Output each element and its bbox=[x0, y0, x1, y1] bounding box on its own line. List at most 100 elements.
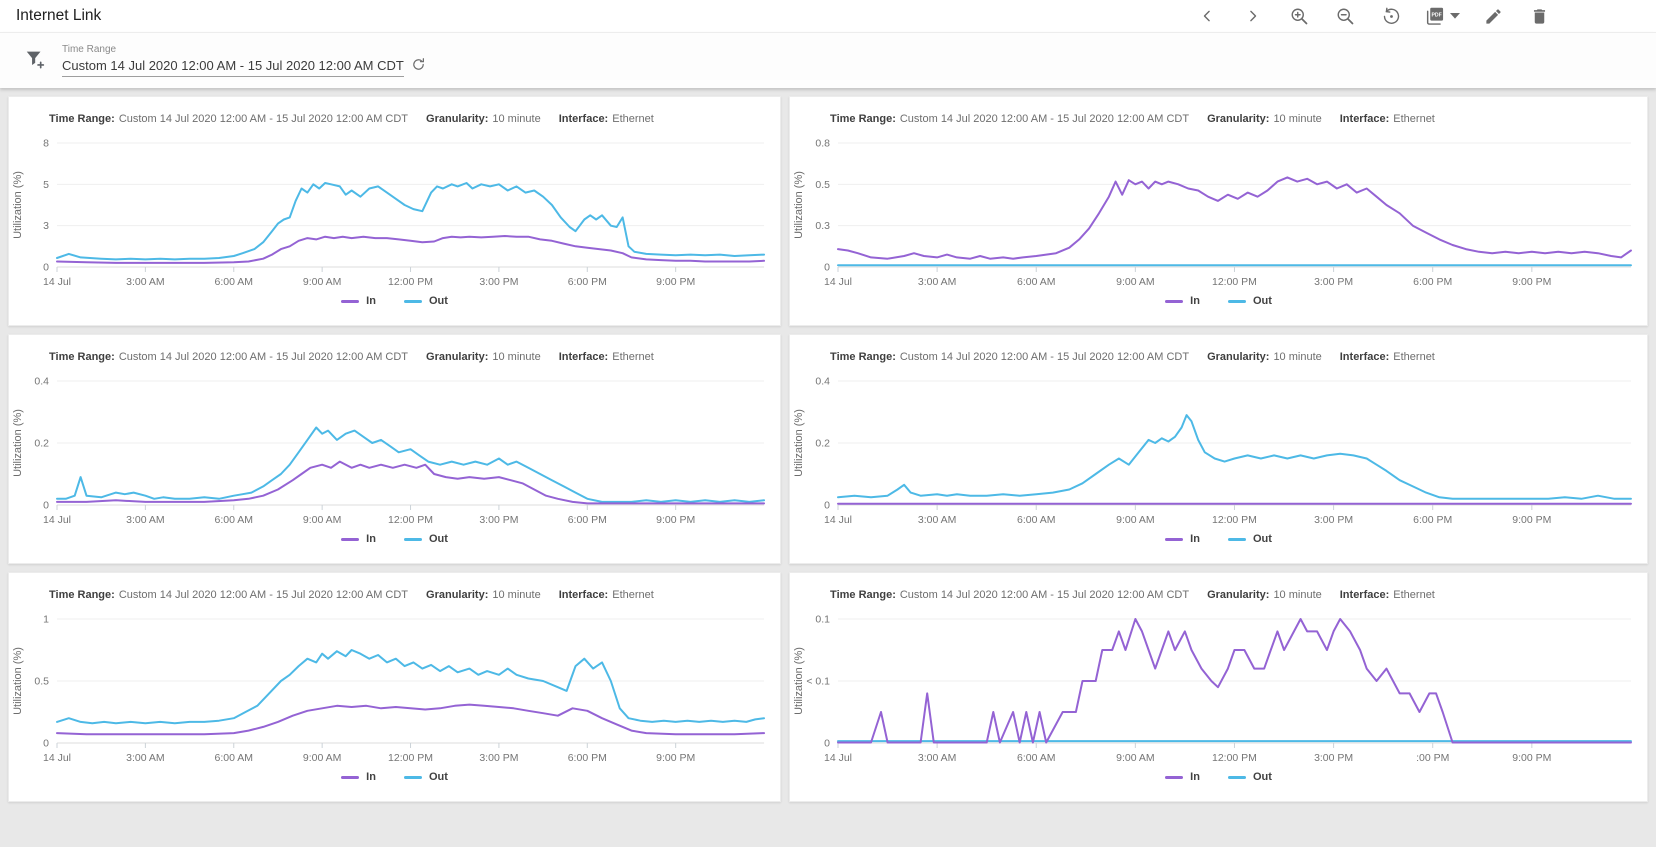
filter-bar: Time Range Custom 14 Jul 2020 12:00 AM -… bbox=[0, 32, 1656, 88]
legend-out-label: Out bbox=[428, 533, 448, 545]
interface-value: Ethernet bbox=[612, 589, 654, 601]
svg-text::00 PM: :00 PM bbox=[1416, 753, 1449, 764]
svg-text:Utilization (%): Utilization (%) bbox=[12, 409, 24, 477]
interface-label: Interface: bbox=[1339, 589, 1390, 601]
legend-in-label: In bbox=[1190, 295, 1200, 307]
utilization-line-chart[interactable]: Utilization (%) 0.4 0.2 0 14 Jul 3:00 AM 6:00 … bbox=[790, 365, 1647, 533]
time-range-label: Time Range: bbox=[830, 589, 896, 601]
in-line-swatch bbox=[341, 537, 360, 541]
refresh-button[interactable] bbox=[404, 57, 426, 77]
trash-icon bbox=[1530, 7, 1549, 26]
interface-value: Ethernet bbox=[1393, 351, 1435, 363]
interface-label: Interface: bbox=[1339, 113, 1390, 125]
svg-text:6:00 PM: 6:00 PM bbox=[568, 514, 607, 526]
time-range-label: Time Range: bbox=[49, 113, 115, 125]
svg-text:6:00 AM: 6:00 AM bbox=[214, 276, 253, 288]
svg-text:3:00 AM: 3:00 AM bbox=[126, 276, 165, 288]
legend-item-in[interactable]: In bbox=[341, 295, 376, 307]
granularity-value: 10 minute bbox=[492, 589, 541, 601]
svg-text:0.2: 0.2 bbox=[815, 438, 830, 449]
interface-value: Ethernet bbox=[1393, 113, 1435, 125]
utilization-line-chart[interactable]: Utilization (%) 0.4 0.2 0 14 Jul 3:00 AM 6:00 … bbox=[9, 365, 780, 533]
legend-in-label: In bbox=[366, 533, 376, 545]
chart-header: Time Range: Custom 14 Jul 2020 12:00 AM -… bbox=[49, 589, 780, 601]
legend-item-in[interactable]: In bbox=[1165, 533, 1200, 545]
legend-item-in[interactable]: In bbox=[341, 771, 376, 783]
chart-header: Time Range: Custom 14 Jul 2020 12:00 AM -… bbox=[49, 113, 780, 125]
svg-text:6:00 AM: 6:00 AM bbox=[214, 752, 253, 764]
svg-text:8: 8 bbox=[43, 138, 49, 150]
svg-text:14 Jul: 14 Jul bbox=[824, 277, 852, 288]
out-line-swatch bbox=[403, 299, 422, 303]
legend-item-out[interactable]: Out bbox=[403, 771, 448, 783]
chart-legend: In Out bbox=[9, 533, 780, 545]
legend-item-in[interactable]: In bbox=[341, 533, 376, 545]
in-line-swatch bbox=[341, 299, 360, 303]
zoom-in-button[interactable] bbox=[1286, 3, 1312, 29]
export-pdf-button[interactable]: PDF bbox=[1424, 3, 1460, 29]
time-range-value: Custom 14 Jul 2020 12:00 AM - 15 Jul 202… bbox=[899, 351, 1190, 363]
legend-item-in[interactable]: In bbox=[1165, 295, 1200, 307]
legend-in-label: In bbox=[1190, 771, 1200, 783]
granularity-label: Granularity: bbox=[426, 351, 489, 363]
page-title: Internet Link bbox=[16, 7, 102, 24]
chart-card-2: Time Range: Custom 14 Jul 2020 12:00 AM -… bbox=[789, 96, 1648, 326]
utilization-line-chart[interactable]: Utilization (%) 0.1 < 0.1 0 14 Jul 3:00 AM 6:0… bbox=[790, 603, 1647, 771]
interface-label: Interface: bbox=[1339, 351, 1390, 363]
svg-text:6:00 AM: 6:00 AM bbox=[1017, 277, 1055, 288]
svg-text:9:00 PM: 9:00 PM bbox=[1512, 515, 1551, 526]
time-range-label: Time Range: bbox=[830, 351, 896, 363]
legend-item-in[interactable]: In bbox=[1165, 771, 1200, 783]
svg-text:PDF: PDF bbox=[1432, 12, 1442, 18]
svg-text:Utilization (%): Utilization (%) bbox=[12, 647, 24, 715]
legend-out-label: Out bbox=[1252, 295, 1272, 307]
svg-text:14 Jul: 14 Jul bbox=[824, 515, 852, 526]
svg-text:14 Jul: 14 Jul bbox=[43, 276, 71, 288]
svg-text:9:00 AM: 9:00 AM bbox=[303, 752, 342, 764]
delete-button[interactable] bbox=[1526, 3, 1552, 29]
svg-text:14 Jul: 14 Jul bbox=[43, 752, 71, 764]
chevron-right-icon bbox=[1243, 6, 1263, 26]
filter-funnel-plus-icon bbox=[24, 51, 46, 73]
zoom-out-button[interactable] bbox=[1332, 3, 1358, 29]
refresh-icon bbox=[411, 58, 426, 75]
pdf-icon: PDF bbox=[1424, 5, 1446, 27]
svg-text:9:00 AM: 9:00 AM bbox=[1116, 753, 1154, 764]
svg-text:9:00 PM: 9:00 PM bbox=[656, 514, 695, 526]
interface-value: Ethernet bbox=[1393, 589, 1435, 601]
previous-button[interactable] bbox=[1194, 3, 1220, 29]
add-filter-button[interactable] bbox=[24, 48, 46, 73]
legend-item-out[interactable]: Out bbox=[1227, 533, 1272, 545]
svg-text:0.4: 0.4 bbox=[34, 376, 49, 388]
utilization-line-chart[interactable]: Utilization (%) 0.8 0.5 0.3 0 14 Jul 3:00 AM 6:… bbox=[790, 127, 1647, 295]
time-range-field-value[interactable]: Custom 14 Jul 2020 12:00 AM - 15 Jul 202… bbox=[62, 58, 404, 77]
utilization-line-chart[interactable]: Utilization (%) 8 5 3 0 14 Jul 3:00 AM 6:00 AM 9… bbox=[9, 127, 780, 295]
chart-legend: In Out bbox=[790, 533, 1647, 545]
history-icon bbox=[1381, 6, 1402, 27]
legend-item-out[interactable]: Out bbox=[1227, 295, 1272, 307]
in-line-swatch bbox=[341, 775, 360, 779]
chart-grid: Time Range: Custom 14 Jul 2020 12:00 AM -… bbox=[0, 88, 1656, 810]
legend-item-out[interactable]: Out bbox=[403, 295, 448, 307]
svg-text:0: 0 bbox=[43, 262, 49, 274]
edit-button[interactable] bbox=[1480, 3, 1506, 29]
chart-card-6: Time Range: Custom 14 Jul 2020 12:00 AM -… bbox=[789, 572, 1648, 802]
svg-text:12:00 PM: 12:00 PM bbox=[1212, 277, 1257, 288]
chart-legend: In Out bbox=[790, 295, 1647, 307]
legend-in-label: In bbox=[366, 771, 376, 783]
in-line-swatch bbox=[1165, 537, 1184, 541]
svg-text:0.2: 0.2 bbox=[34, 438, 49, 450]
legend-item-out[interactable]: Out bbox=[1227, 771, 1272, 783]
chart-header: Time Range: Custom 14 Jul 2020 12:00 AM -… bbox=[830, 351, 1647, 363]
history-button[interactable] bbox=[1378, 3, 1404, 29]
granularity-label: Granularity: bbox=[426, 113, 489, 125]
svg-text:9:00 AM: 9:00 AM bbox=[1116, 515, 1154, 526]
time-range-value: Custom 14 Jul 2020 12:00 AM - 15 Jul 202… bbox=[899, 113, 1190, 125]
utilization-line-chart[interactable]: Utilization (%) 1 0.5 0 14 Jul 3:00 AM 6:00 AM… bbox=[9, 603, 780, 771]
interface-label: Interface: bbox=[558, 113, 609, 125]
svg-text:9:00 PM: 9:00 PM bbox=[1512, 277, 1551, 288]
next-button[interactable] bbox=[1240, 3, 1266, 29]
legend-item-out[interactable]: Out bbox=[403, 533, 448, 545]
svg-text:3:00 AM: 3:00 AM bbox=[918, 277, 956, 288]
chart-legend: In Out bbox=[790, 771, 1647, 783]
